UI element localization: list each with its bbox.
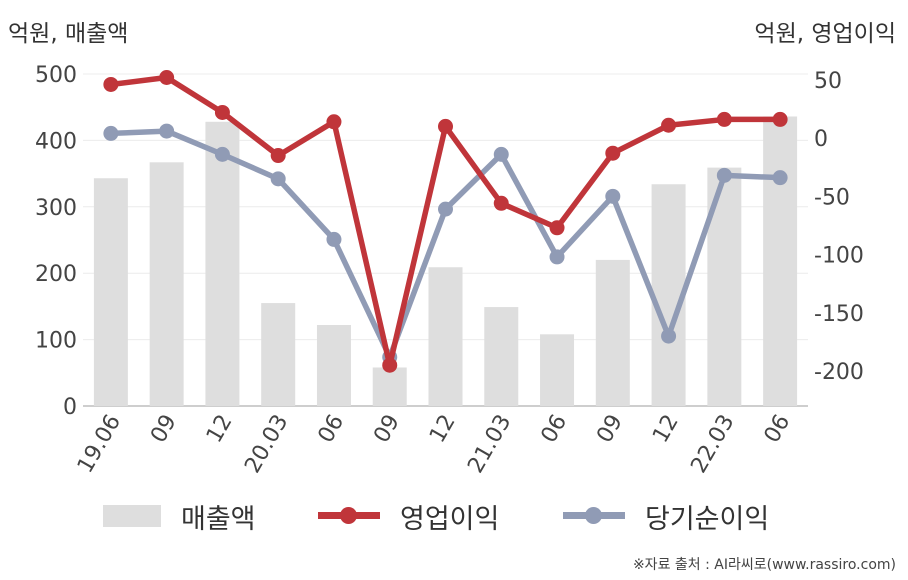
revenue-swatch <box>103 505 161 527</box>
net-income-point <box>214 146 230 162</box>
x-tick-label: 06 <box>537 411 573 448</box>
operating-profit-point <box>382 357 398 373</box>
revenue-bar <box>540 334 575 406</box>
right-axis-unit: 억원, 영업이익 <box>754 21 896 47</box>
operating-profit-point <box>605 145 621 161</box>
operating-profit-point <box>772 111 788 127</box>
x-tick-label: 09 <box>369 411 405 448</box>
operating-profit-point <box>493 195 509 211</box>
x-tick-label: 06 <box>314 411 350 448</box>
net-income-point <box>605 188 621 204</box>
operating-profit-point <box>159 69 175 85</box>
x-tick-label: 12 <box>648 411 684 448</box>
right-tick-label: -50 <box>814 185 850 210</box>
left-axis-ticks: 0 100 200 300 400 500 <box>35 63 77 420</box>
revenue-bar <box>93 178 128 406</box>
net-income-point <box>326 231 342 247</box>
x-tick-label: 19.06 <box>73 411 126 478</box>
operating-profit-point <box>214 104 230 120</box>
legend-net-label: 당기순이익 <box>645 503 770 535</box>
net-income-point <box>438 201 453 217</box>
left-tick-label: 100 <box>35 329 77 354</box>
x-tick-label: 21.03 <box>463 411 516 478</box>
left-tick-label: 0 <box>63 395 77 420</box>
revenue-bar <box>372 367 407 406</box>
operating-profit-point <box>661 117 677 133</box>
right-tick-label: -150 <box>814 302 864 327</box>
right-tick-label: -200 <box>814 360 864 385</box>
left-axis-unit: 억원, 매출액 <box>8 21 129 47</box>
operating-profit-point <box>438 118 453 134</box>
revenue-bar <box>595 259 630 406</box>
legend-operating-label: 영업이익 <box>400 503 500 535</box>
left-tick-label: 500 <box>35 63 77 88</box>
net-income-point <box>772 170 788 186</box>
revenue-bar <box>428 267 463 406</box>
operating-profit-point <box>103 76 119 92</box>
line-series <box>103 69 788 373</box>
left-tick-label: 200 <box>35 262 77 287</box>
x-tick-label: 12 <box>202 411 238 448</box>
net-income-point <box>549 249 565 265</box>
x-axis-ticks: 19.06 09 12 20.03 06 09 12 21.03 06 09 12 22.03 06 <box>73 411 795 478</box>
legend-operating: 영업이익 <box>318 494 499 538</box>
legend: 매출액 영업이익 당기순이익 <box>0 494 908 538</box>
net-income-point <box>270 171 286 187</box>
operating-profit-point <box>549 220 565 236</box>
revenue-bar <box>763 116 798 406</box>
left-tick-label: 400 <box>35 129 77 154</box>
legend-revenue: 매출액 <box>103 494 256 538</box>
revenue-bar <box>484 307 519 406</box>
source-note: ※자료 출처 : AI라씨로(www.rassiro.com) <box>632 557 896 573</box>
operating-profit-point <box>326 114 342 130</box>
net-income-point <box>103 125 119 141</box>
net-income-point <box>716 167 732 183</box>
net-swatch <box>563 505 625 527</box>
net-income-point <box>493 146 509 162</box>
revenue-bar <box>205 121 240 407</box>
right-tick-label: 0 <box>814 127 828 152</box>
legend-net: 당기순이익 <box>563 494 769 538</box>
right-axis-ticks: 50 0 -50 -100 -150 -200 <box>814 69 864 385</box>
right-tick-label: -100 <box>814 244 864 269</box>
operating-swatch <box>318 505 380 527</box>
revenue-bar <box>261 303 296 406</box>
x-tick-label: 09 <box>146 411 182 448</box>
revenue-bar <box>149 162 184 406</box>
revenue-bars <box>93 116 798 407</box>
x-tick-label: 20.03 <box>240 411 293 478</box>
net-income-point <box>661 328 677 344</box>
left-tick-label: 300 <box>35 196 77 221</box>
x-tick-label: 06 <box>760 411 796 448</box>
right-tick-label: 50 <box>814 69 842 94</box>
legend-revenue-label: 매출액 <box>181 503 256 535</box>
revenue-bar <box>316 324 351 406</box>
x-tick-label: 22.03 <box>686 411 739 478</box>
operating-profit-point <box>270 148 286 164</box>
x-tick-label: 12 <box>425 411 461 448</box>
operating-profit-point <box>716 111 732 127</box>
net-income-point <box>159 123 175 139</box>
x-tick-label: 09 <box>592 411 628 448</box>
